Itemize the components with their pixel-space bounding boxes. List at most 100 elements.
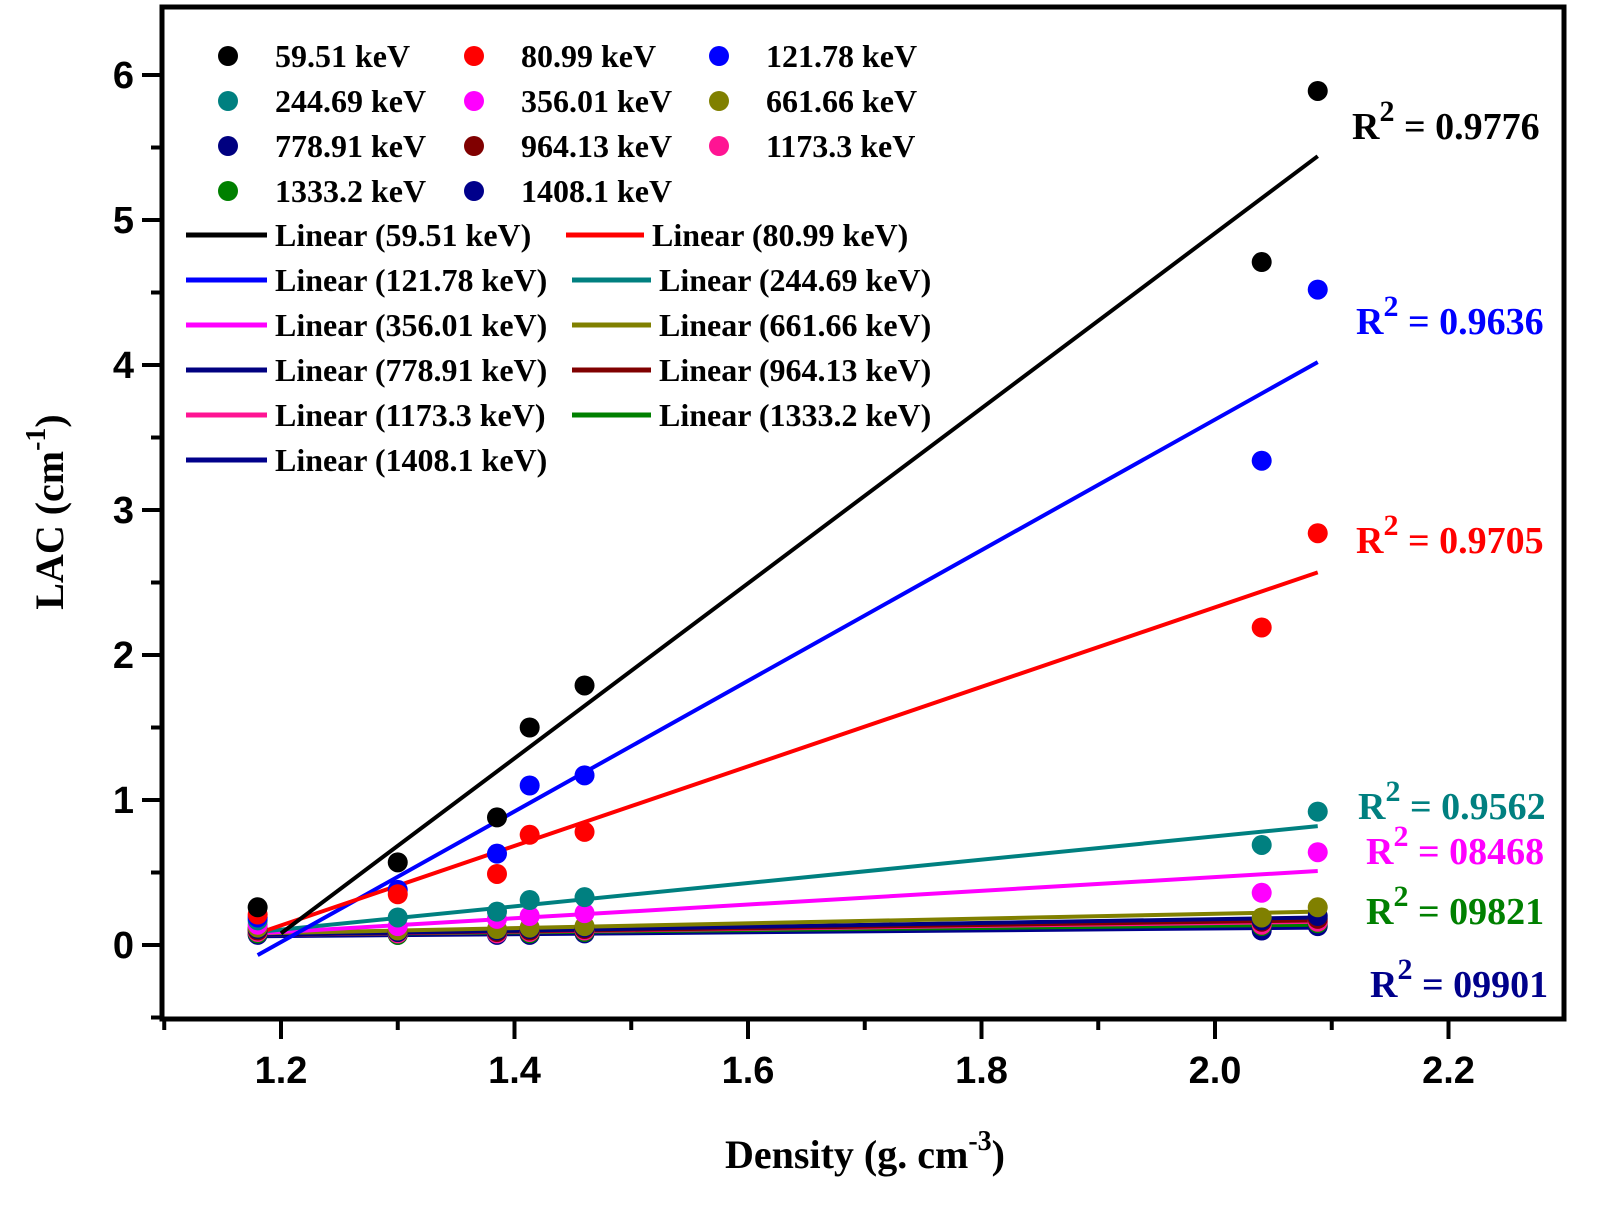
r-squared-label: R2 = 09901 bbox=[1370, 953, 1548, 1006]
r-squared-label: R2 = 08468 bbox=[1366, 820, 1544, 873]
data-point bbox=[519, 890, 540, 911]
r-squared-label: R2 = 0.9705 bbox=[1356, 509, 1544, 562]
r-squared-letter: R bbox=[1356, 301, 1384, 343]
legend-fit-label: Linear (80.99 keV) bbox=[652, 217, 908, 253]
r-squared-sup: 2 bbox=[1383, 290, 1398, 323]
data-point bbox=[387, 884, 408, 905]
r-squared-letter: R bbox=[1366, 891, 1394, 933]
legend-marker bbox=[464, 46, 484, 66]
data-point bbox=[1307, 801, 1328, 822]
legend-fit-label: Linear (778.91 keV) bbox=[275, 352, 547, 388]
data-point bbox=[387, 852, 408, 873]
data-point bbox=[247, 897, 268, 918]
legend-marker bbox=[218, 91, 238, 111]
data-point bbox=[1251, 450, 1272, 471]
data-point bbox=[574, 821, 595, 842]
data-point bbox=[574, 765, 595, 786]
y-tick-label: 1 bbox=[113, 780, 134, 822]
r-squared-letter: R bbox=[1356, 520, 1384, 562]
data-point bbox=[519, 775, 540, 796]
fit-line bbox=[257, 909, 1318, 936]
r-squared-value: = 08468 bbox=[1408, 831, 1544, 873]
r-squared-sup: 2 bbox=[1393, 880, 1408, 913]
legend-label: 80.99 keV bbox=[521, 38, 656, 74]
data-point bbox=[486, 901, 507, 922]
data-point bbox=[1307, 523, 1328, 544]
y-axis-title-main: LAC (cm bbox=[27, 451, 72, 610]
data-point bbox=[486, 807, 507, 828]
r-squared-label: R2 = 09821 bbox=[1366, 880, 1544, 933]
r-squared-value: = 0.9636 bbox=[1398, 301, 1543, 343]
legend-label: 964.13 keV bbox=[521, 128, 672, 164]
fit-line bbox=[257, 570, 1319, 936]
r-squared-value: = 09901 bbox=[1412, 964, 1548, 1006]
legend-label: 778.91 keV bbox=[275, 128, 426, 164]
legend-fit-label: Linear (1408.1 keV) bbox=[275, 442, 547, 478]
data-point bbox=[1251, 907, 1272, 928]
r-squared-value: = 09821 bbox=[1408, 891, 1544, 933]
data-point bbox=[1307, 80, 1328, 101]
y-axis-title: LAC (cm-1) bbox=[21, 414, 72, 610]
legend-marker bbox=[218, 181, 238, 201]
data-point bbox=[1307, 897, 1328, 918]
data-point bbox=[574, 675, 595, 696]
y-axis-title-sup: -1 bbox=[21, 428, 52, 451]
legend-fit-label: Linear (244.69 keV) bbox=[659, 262, 931, 298]
legend-marker bbox=[218, 46, 238, 66]
legend-label: 356.01 keV bbox=[521, 83, 672, 119]
fit-line bbox=[257, 915, 1318, 937]
x-axis-title-sup: -3 bbox=[968, 1126, 991, 1157]
r-squared-value: = 0.9562 bbox=[1400, 786, 1545, 828]
data-point bbox=[574, 903, 595, 924]
r-squared-sup: 2 bbox=[1385, 775, 1400, 808]
data-point bbox=[486, 843, 507, 864]
legend-marker bbox=[464, 91, 484, 111]
fit-lines bbox=[256, 154, 1319, 957]
r-squared-sup: 2 bbox=[1383, 509, 1398, 542]
fit-line bbox=[257, 869, 1318, 936]
legend-label: 59.51 keV bbox=[275, 38, 410, 74]
legend-marker bbox=[464, 136, 484, 156]
legend-fit-label: Linear (1333.2 keV) bbox=[659, 397, 931, 433]
r-squared-letter: R bbox=[1366, 831, 1394, 873]
r-squared-letter: R bbox=[1352, 106, 1380, 148]
legend-label: 244.69 keV bbox=[275, 83, 426, 119]
legend-fit-label: Linear (59.51 keV) bbox=[275, 217, 531, 253]
legend: 59.51 keV 80.99 keV 121.78 keV 244.69 keV 35… bbox=[186, 38, 931, 478]
x-tick-label: 2.0 bbox=[1189, 1050, 1242, 1092]
r-squared-label: R2 = 0.9636 bbox=[1356, 290, 1544, 343]
y-tick-label: 2 bbox=[113, 635, 134, 677]
y-tick-label: 3 bbox=[113, 490, 134, 532]
legend-marker bbox=[464, 181, 484, 201]
r-squared-label: R2 = 0.9562 bbox=[1358, 775, 1546, 828]
fit-line bbox=[279, 154, 1319, 936]
r-squared-value: = 0.9705 bbox=[1398, 520, 1543, 562]
axis-ticks: 1.2 1.4 1.6 1.8 2.0 2.2 0 1 2 3 4 5 6 bbox=[113, 55, 1475, 1092]
y-tick-label: 0 bbox=[113, 925, 134, 967]
y-tick-label: 6 bbox=[113, 55, 134, 97]
x-axis-title-main: Density (g. cm bbox=[725, 1132, 968, 1177]
data-point bbox=[1307, 842, 1328, 863]
r-squared-value: = 0.9776 bbox=[1394, 106, 1539, 148]
data-point bbox=[486, 863, 507, 884]
data-point bbox=[1251, 834, 1272, 855]
data-point bbox=[519, 824, 540, 845]
legend-fit-label: Linear (121.78 keV) bbox=[275, 262, 547, 298]
data-points bbox=[247, 80, 1328, 945]
y-axis-title-end: ) bbox=[27, 414, 72, 427]
data-point bbox=[1251, 617, 1272, 638]
fit-line bbox=[256, 360, 1319, 957]
x-tick-label: 1.6 bbox=[722, 1050, 775, 1092]
x-tick-label: 2.2 bbox=[1422, 1050, 1475, 1092]
x-tick-label: 1.2 bbox=[255, 1050, 308, 1092]
legend-label: 1173.3 keV bbox=[766, 128, 915, 164]
data-point bbox=[519, 717, 540, 738]
r-squared-sup: 2 bbox=[1397, 953, 1412, 986]
legend-label: 121.78 keV bbox=[766, 38, 917, 74]
data-point bbox=[1251, 252, 1272, 273]
data-point bbox=[574, 887, 595, 908]
legend-marker bbox=[709, 91, 729, 111]
x-tick-label: 1.4 bbox=[488, 1050, 541, 1092]
r-squared-sup: 2 bbox=[1379, 95, 1394, 128]
